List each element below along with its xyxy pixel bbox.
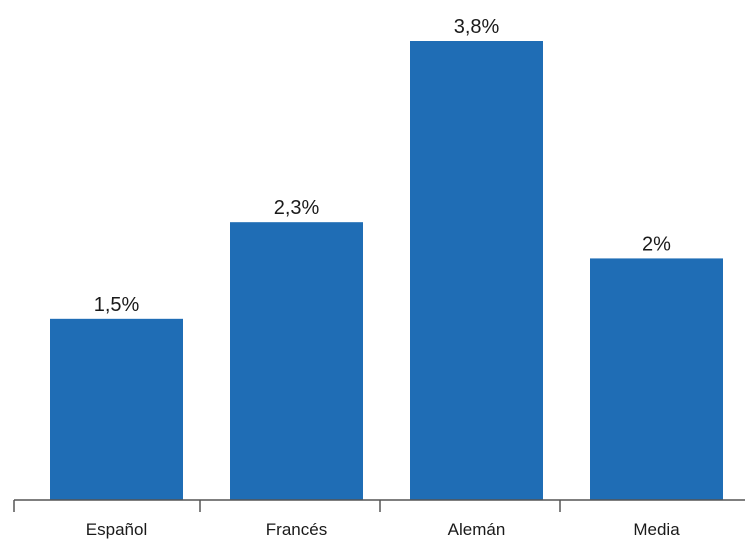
bar [50, 318, 183, 500]
bar-value-label: 2% [642, 233, 671, 255]
x-tick-label: Alemán [448, 520, 506, 539]
x-tick-label: Francés [266, 520, 327, 539]
bar-value-label: 2,3% [274, 197, 320, 219]
bar-value-label: 1,5% [94, 294, 140, 316]
x-tick-label: Español [86, 520, 147, 539]
bar [590, 258, 723, 500]
x-axis-ticks [13, 500, 561, 512]
bar [410, 41, 543, 500]
value-labels-group: 1,5% 2,3% 3,8% 2% [94, 16, 671, 316]
bars-group [50, 41, 723, 500]
x-tick-label: Media [633, 520, 680, 539]
bar-value-label: 3,8% [454, 16, 500, 38]
bar [230, 222, 363, 500]
x-axis-tick-labels: Español Francés Alemán Media [86, 520, 680, 539]
